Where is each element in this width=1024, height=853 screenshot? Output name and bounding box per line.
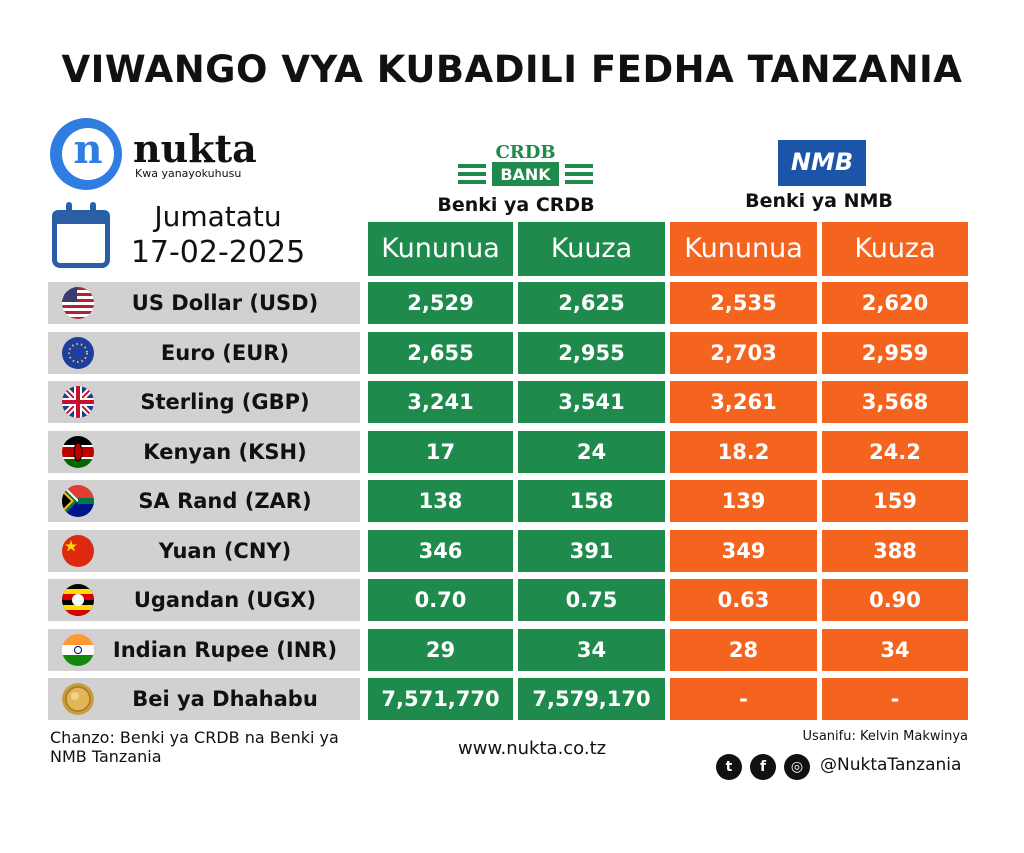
- design-credit: Usanifu: Kelvin Makwinya: [802, 729, 968, 744]
- nmb-buy-header: Kununua: [670, 222, 817, 276]
- nmb-sell-value: 159: [822, 480, 968, 522]
- currency-name: Euro (EUR): [160, 341, 290, 365]
- facebook-icon[interactable]: f: [750, 754, 776, 780]
- social-handle[interactable]: @NuktaTanzania: [820, 755, 962, 775]
- india-flag-icon: [62, 634, 94, 666]
- currency-name-cell: [48, 629, 360, 671]
- nmb-buy-value: 3,261: [670, 381, 817, 423]
- currency-name-cell: [48, 332, 360, 374]
- nmb-sell-value: 3,568: [822, 381, 968, 423]
- currency-name: SA Rand (ZAR): [138, 489, 312, 513]
- crdb-sell-value: 2,955: [518, 332, 665, 374]
- crdb-buy-value: 138: [368, 480, 513, 522]
- nmb-logo-icon: [778, 140, 866, 186]
- currency-name: Yuan (CNY): [158, 539, 292, 563]
- currency-name-cell: [48, 530, 360, 572]
- crdb-buy-value: 2,529: [368, 282, 513, 324]
- nmb-sell-value: 34: [822, 629, 968, 671]
- crdb-logo-top: CRDB: [495, 142, 555, 163]
- page-title: VIWANGO VYA KUBADILI FEDHA TANZANIA: [61, 48, 963, 91]
- currency-name-cell: [48, 579, 360, 621]
- crdb-buy-value: 7,571,770: [368, 678, 513, 720]
- nmb-buy-value: 2,703: [670, 332, 817, 374]
- crdb-buy-value: 0.70: [368, 579, 513, 621]
- crdb-sell-header: Kuuza: [518, 222, 665, 276]
- crdb-sell-value: 158: [518, 480, 665, 522]
- currency-name-cell: [48, 678, 360, 720]
- date-day: Jumatatu: [154, 200, 282, 233]
- nmb-buy-value: 28: [670, 629, 817, 671]
- nmb-buy-value: 0.63: [670, 579, 817, 621]
- nmb-buy-value: 2,535: [670, 282, 817, 324]
- currency-name-cell: [48, 282, 360, 324]
- nmb-bank-label: Benki ya NMB: [745, 190, 893, 212]
- date-value: 17-02-2025: [130, 235, 306, 270]
- nmb-buy-value: -: [670, 678, 817, 720]
- crdb-buy-header: Kununua: [368, 222, 513, 276]
- crdb-sell-value: 2,625: [518, 282, 665, 324]
- us-flag-icon: [62, 287, 94, 319]
- nmb-buy-value: 18.2: [670, 431, 817, 473]
- brand-tagline: Kwa yanayokuhusu: [135, 167, 242, 180]
- crdb-buy-value: 2,655: [368, 332, 513, 374]
- crdb-buy-value: 346: [368, 530, 513, 572]
- currency-name: Indian Rupee (INR): [112, 638, 338, 662]
- nmb-buy-value: 349: [670, 530, 817, 572]
- crdb-logo-bottom: BANK: [500, 165, 551, 184]
- twitter-icon[interactable]: t: [716, 754, 742, 780]
- crdb-sell-value: 0.75: [518, 579, 665, 621]
- crdb-sell-value: 391: [518, 530, 665, 572]
- nmb-buy-value: 139: [670, 480, 817, 522]
- crdb-buy-value: 17: [368, 431, 513, 473]
- uganda-flag-icon: [62, 584, 94, 616]
- eu-flag-icon: [62, 337, 94, 369]
- nmb-sell-header: Kuuza: [822, 222, 968, 276]
- crdb-logo-icon: CRDB BANK: [458, 142, 593, 186]
- currency-name-cell: [48, 381, 360, 423]
- crdb-sell-value: 34: [518, 629, 665, 671]
- currency-name-cell: [48, 431, 360, 473]
- nmb-sell-value: 388: [822, 530, 968, 572]
- currency-name: Kenyan (KSH): [143, 440, 307, 464]
- nmb-sell-value: 0.90: [822, 579, 968, 621]
- crdb-sell-value: 3,541: [518, 381, 665, 423]
- crdb-bank-label: Benki ya CRDB: [437, 194, 595, 216]
- nukta-logo-letter: n: [73, 126, 103, 173]
- nmb-sell-value: 2,620: [822, 282, 968, 324]
- nmb-sell-value: -: [822, 678, 968, 720]
- nmb-sell-value: 2,959: [822, 332, 968, 374]
- crdb-buy-value: 29: [368, 629, 513, 671]
- crdb-sell-value: 24: [518, 431, 665, 473]
- currency-name: Bei ya Dhahabu: [132, 687, 318, 711]
- currency-name-cell: [48, 480, 360, 522]
- gold-coin-icon: [62, 683, 94, 715]
- currency-name: US Dollar (USD): [131, 291, 319, 315]
- nmb-sell-value: 24.2: [822, 431, 968, 473]
- crdb-sell-value: 7,579,170: [518, 678, 665, 720]
- brand-name: nukta: [133, 126, 257, 171]
- south-africa-flag-icon: [62, 485, 94, 517]
- china-flag-icon: [62, 535, 94, 567]
- source-note: Chanzo: Benki ya CRDB na Benki ya NMB Ta…: [50, 728, 339, 766]
- nmb-logo-text: NMB: [790, 148, 854, 176]
- uk-flag-icon: [62, 386, 94, 418]
- kenya-flag-icon: [62, 436, 94, 468]
- currency-name: Sterling (GBP): [140, 390, 310, 414]
- currency-name: Ugandan (UGX): [133, 588, 317, 612]
- website-link[interactable]: www.nukta.co.tz: [458, 738, 607, 759]
- crdb-buy-value: 3,241: [368, 381, 513, 423]
- instagram-icon[interactable]: ◎: [784, 754, 810, 780]
